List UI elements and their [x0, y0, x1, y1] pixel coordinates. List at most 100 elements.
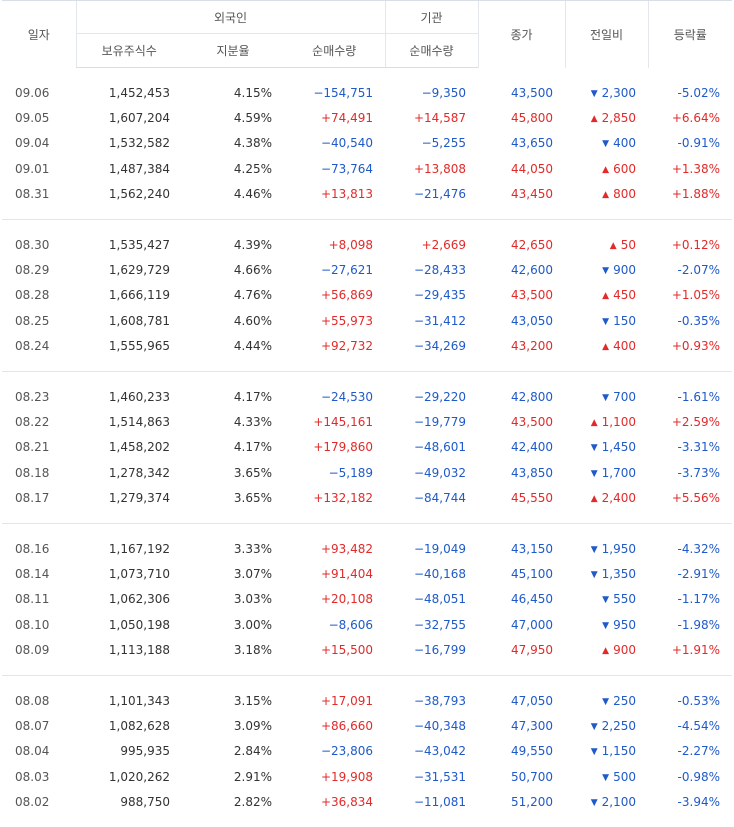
row-change: ▲ 50: [565, 232, 648, 257]
row-close: 43,500: [511, 288, 553, 303]
group-spacer: [2, 524, 732, 536]
row-share: 4.76%: [233, 288, 272, 303]
row-share: 3.07%: [233, 566, 272, 581]
row-date: 08.22: [15, 414, 50, 429]
row-share: 3.33%: [233, 541, 272, 556]
row-inst-net: −29,220: [413, 389, 466, 404]
group-spacer: [2, 220, 732, 232]
row-close: 47,000: [511, 617, 553, 632]
row-share: 3.09%: [233, 718, 272, 733]
row-inst-net: −32,755: [413, 617, 466, 632]
row-foreign-net: −27,621: [320, 263, 373, 278]
row-share: 4.59%: [233, 111, 272, 126]
group-divider: [2, 675, 732, 676]
table-row: 08.17 1,279,374 3.65% +132,182 −84,744 45,550…: [2, 485, 732, 510]
row-date: 08.04: [15, 744, 50, 759]
row-share: 4.60%: [233, 313, 272, 328]
row-foreign-net: +20,108: [320, 592, 373, 607]
row-holdings: 1,452,453: [108, 85, 170, 100]
row-rate: +1.38%: [671, 161, 720, 176]
row-foreign-net: +55,973: [320, 313, 373, 328]
row-change: ▼ 1,700: [565, 460, 648, 485]
row-close: 43,200: [511, 339, 553, 354]
row-rate: -5.02%: [677, 85, 720, 100]
row-foreign-net: +8,098: [328, 237, 373, 252]
row-rate: -0.91%: [677, 136, 720, 151]
row-inst-net: −21,476: [413, 187, 466, 202]
row-rate: -4.32%: [677, 541, 720, 556]
row-change: ▼ 250: [565, 688, 648, 713]
row-date: 09.06: [15, 85, 50, 100]
row-rate: -0.53%: [677, 693, 720, 708]
row-foreign-net: +145,161: [313, 414, 373, 429]
row-change-value: 2,300: [601, 85, 636, 100]
row-change-value: 800: [613, 187, 636, 202]
row-rate: -1.17%: [677, 592, 720, 607]
row-change-value: 400: [613, 339, 636, 354]
row-close: 43,850: [511, 465, 553, 480]
table-row: 08.21 1,458,202 4.17% +179,860 −48,601 42,400…: [2, 435, 732, 460]
row-share: 2.82%: [233, 795, 272, 810]
row-inst-net: −28,433: [413, 263, 466, 278]
triangle-up-icon: ▲: [590, 494, 598, 505]
row-change-value: 950: [613, 617, 636, 632]
row-holdings: 1,458,202: [108, 440, 170, 455]
row-change-value: 900: [613, 643, 636, 658]
row-change: ▼ 1,150: [565, 739, 648, 764]
row-change: ▼ 1,350: [565, 561, 648, 586]
row-holdings: 1,050,198: [108, 617, 170, 632]
group-spacer: [2, 511, 732, 524]
row-close: 43,500: [511, 85, 553, 100]
row-rate: +0.93%: [671, 339, 720, 354]
row-inst-net: −43,042: [413, 744, 466, 759]
row-date: 08.02: [15, 795, 50, 810]
row-change-value: 150: [613, 313, 636, 328]
row-holdings: 1,555,965: [108, 339, 170, 354]
row-rate: -1.61%: [677, 389, 720, 404]
row-change: ▼ 950: [565, 612, 648, 637]
table-row: 09.05 1,607,204 4.59% +74,491 +14,587 45,800 ▲…: [2, 105, 732, 130]
row-share: 2.84%: [233, 744, 272, 759]
row-share: 4.17%: [233, 389, 272, 404]
row-date: 08.25: [15, 313, 50, 328]
table-row: 09.01 1,487,384 4.25% −73,764 +13,808 44,050 ▲…: [2, 156, 732, 181]
row-foreign-net: +13,813: [320, 187, 373, 202]
row-holdings: 995,935: [120, 744, 170, 759]
header-date: 일자: [2, 0, 76, 68]
triangle-down-icon: ▼: [602, 266, 610, 277]
row-holdings: 1,082,628: [108, 718, 170, 733]
triangle-down-icon: ▼: [602, 392, 610, 403]
row-rate: -3.94%: [677, 795, 720, 810]
triangle-down-icon: ▼: [602, 139, 610, 150]
triangle-down-icon: ▼: [602, 316, 610, 327]
row-holdings: 1,666,119: [108, 288, 170, 303]
row-change-value: 1,700: [601, 465, 636, 480]
row-share: 3.15%: [233, 693, 272, 708]
row-foreign-net: +17,091: [320, 693, 373, 708]
row-share: 4.33%: [233, 414, 272, 429]
row-close: 43,450: [511, 187, 553, 202]
row-change: ▼ 150: [565, 308, 648, 333]
row-date: 08.21: [15, 440, 50, 455]
row-change: ▲ 450: [565, 283, 648, 308]
group-divider: [2, 523, 732, 524]
triangle-down-icon: ▼: [590, 798, 598, 809]
row-foreign-net: +132,182: [313, 491, 373, 506]
row-foreign-net: +91,404: [320, 566, 373, 581]
row-inst-net: −29,435: [413, 288, 466, 303]
row-date: 09.05: [15, 111, 50, 126]
table-row: 08.23 1,460,233 4.17% −24,530 −29,220 42,800 ▼…: [2, 384, 732, 409]
row-change-value: 1,950: [601, 541, 636, 556]
row-close: 47,300: [511, 718, 553, 733]
row-change: ▼ 400: [565, 131, 648, 156]
row-foreign-net: +86,660: [320, 718, 373, 733]
row-date: 08.31: [15, 187, 50, 202]
row-date: 08.08: [15, 693, 50, 708]
row-inst-net: −9,350: [421, 85, 466, 100]
row-close: 46,450: [511, 592, 553, 607]
header-change: 전일비: [564, 0, 648, 68]
group-spacer: [2, 359, 732, 372]
row-share: 4.46%: [233, 187, 272, 202]
triangle-up-icon: ▲: [602, 342, 610, 353]
